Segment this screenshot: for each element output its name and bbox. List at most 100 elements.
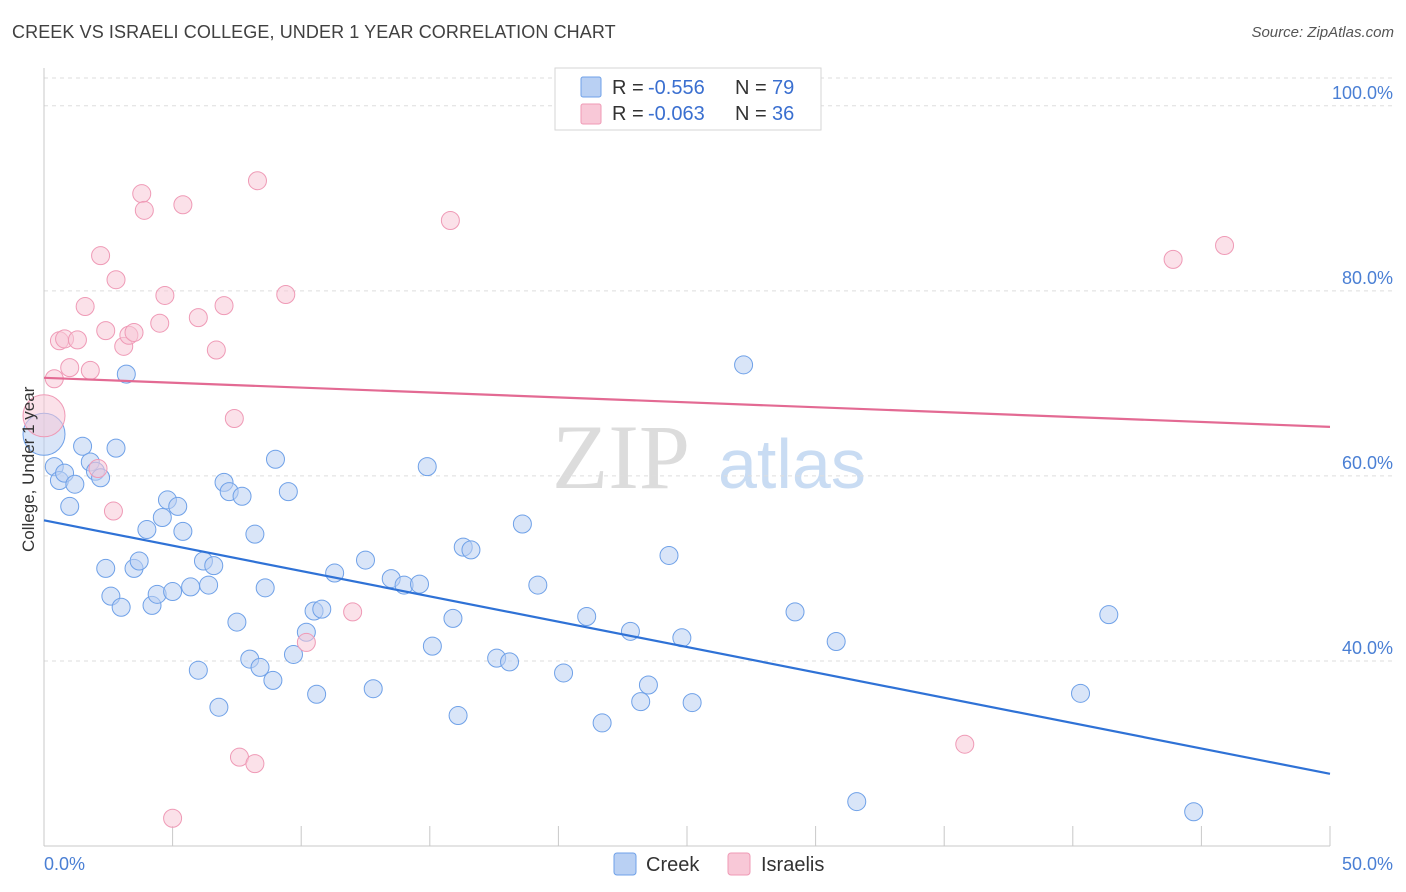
point-creek: [448, 706, 468, 726]
point-creek: [461, 540, 481, 560]
legend-creek-r-label: R =: [612, 77, 644, 99]
point-israelis: [96, 321, 116, 341]
y-axis-title: College, Under 1 year: [19, 386, 38, 552]
point-creek: [163, 582, 183, 602]
x-tick-label-max: 50.0%: [1342, 854, 1393, 874]
bottom-legend-swatch-creek: [613, 852, 637, 876]
axes: 40.0% 60.0% 80.0% 100.0%: [43, 68, 1393, 847]
point-creek: [410, 574, 430, 594]
point-creek: [106, 438, 126, 458]
bottom-legend-swatch-israelis: [727, 852, 751, 876]
point-israelis: [440, 210, 460, 230]
point-creek: [199, 575, 219, 595]
point-creek: [255, 578, 275, 598]
point-israelis: [132, 184, 152, 204]
point-creek: [422, 636, 442, 656]
chart-source: Source: ZipAtlas.com: [1251, 24, 1394, 41]
point-creek: [129, 551, 149, 571]
legend-israelis-r-value: -0.063: [648, 103, 705, 125]
legend-israelis-n-value: 36: [772, 103, 794, 125]
point-creek: [847, 792, 867, 812]
watermark-atlas: atlas: [718, 425, 866, 503]
legend-creek-n-label: N =: [735, 77, 767, 99]
point-creek: [227, 612, 247, 632]
point-creek: [265, 449, 285, 469]
point-creek: [111, 597, 131, 617]
series-israelis: [22, 171, 1235, 828]
point-israelis: [188, 308, 208, 328]
point-creek: [1099, 605, 1119, 625]
point-creek: [116, 364, 136, 384]
y-tick-label: 80.0%: [1342, 268, 1393, 288]
point-creek: [137, 520, 157, 540]
point-creek: [152, 508, 172, 528]
point-israelis: [1163, 249, 1183, 269]
bottom-legend-israelis: Israelis: [761, 854, 824, 876]
point-israelis: [296, 632, 316, 652]
data-points: [22, 171, 1235, 828]
point-israelis: [124, 322, 144, 342]
point-creek: [554, 663, 574, 683]
point-creek: [173, 521, 193, 541]
point-israelis: [163, 808, 183, 828]
point-creek: [73, 436, 93, 456]
point-creek: [785, 602, 805, 622]
point-israelis: [91, 246, 111, 266]
legend-creek-n-value: 79: [772, 77, 794, 99]
series-creek: [22, 355, 1204, 822]
point-israelis: [60, 358, 80, 378]
point-creek: [147, 584, 167, 604]
point-creek: [60, 496, 80, 516]
point-creek: [734, 355, 754, 375]
bottom-legend-creek: Creek: [646, 854, 700, 876]
point-israelis: [134, 200, 154, 220]
point-israelis: [173, 195, 193, 215]
trend-line-creek: [43, 519, 1331, 775]
point-creek: [417, 457, 437, 477]
point-creek: [307, 684, 327, 704]
point-israelis: [75, 297, 95, 317]
point-creek: [826, 632, 846, 652]
legend-swatch-israelis: [580, 103, 602, 125]
point-creek: [528, 575, 548, 595]
point-creek: [500, 652, 520, 672]
point-israelis: [245, 754, 265, 774]
point-creek: [168, 496, 188, 516]
point-creek: [278, 482, 298, 502]
point-creek: [65, 474, 85, 494]
point-israelis: [103, 501, 123, 521]
point-israelis: [80, 360, 100, 380]
legend: R = -0.556 N = 79 R = -0.063 N = 36: [554, 67, 822, 131]
point-israelis: [214, 296, 234, 316]
legend-swatch-creek: [580, 76, 602, 98]
point-creek: [443, 608, 463, 628]
point-creek: [312, 599, 332, 619]
point-creek: [631, 692, 651, 712]
point-creek: [181, 577, 201, 597]
point-israelis: [150, 313, 170, 333]
y-tick-label: 100.0%: [1332, 83, 1393, 103]
point-creek: [188, 660, 208, 680]
point-israelis: [206, 340, 226, 360]
bottom-legend: Creek Israelis: [613, 852, 824, 876]
point-creek: [356, 550, 375, 570]
point-israelis: [955, 734, 975, 754]
point-creek: [209, 697, 229, 717]
point-creek: [1184, 802, 1204, 822]
point-israelis: [88, 458, 108, 478]
point-creek: [363, 679, 383, 699]
point-creek: [263, 670, 283, 690]
point-israelis: [1215, 235, 1235, 255]
point-creek: [232, 486, 252, 506]
legend-israelis-n-label: N =: [735, 103, 767, 125]
point-israelis: [247, 171, 267, 191]
point-creek: [682, 693, 702, 713]
point-creek: [1071, 683, 1091, 703]
point-creek: [245, 524, 265, 544]
point-israelis: [343, 602, 363, 622]
point-creek: [204, 556, 224, 576]
point-creek: [512, 514, 532, 534]
trend-line-israelis: [43, 376, 1331, 428]
point-creek: [659, 545, 679, 565]
